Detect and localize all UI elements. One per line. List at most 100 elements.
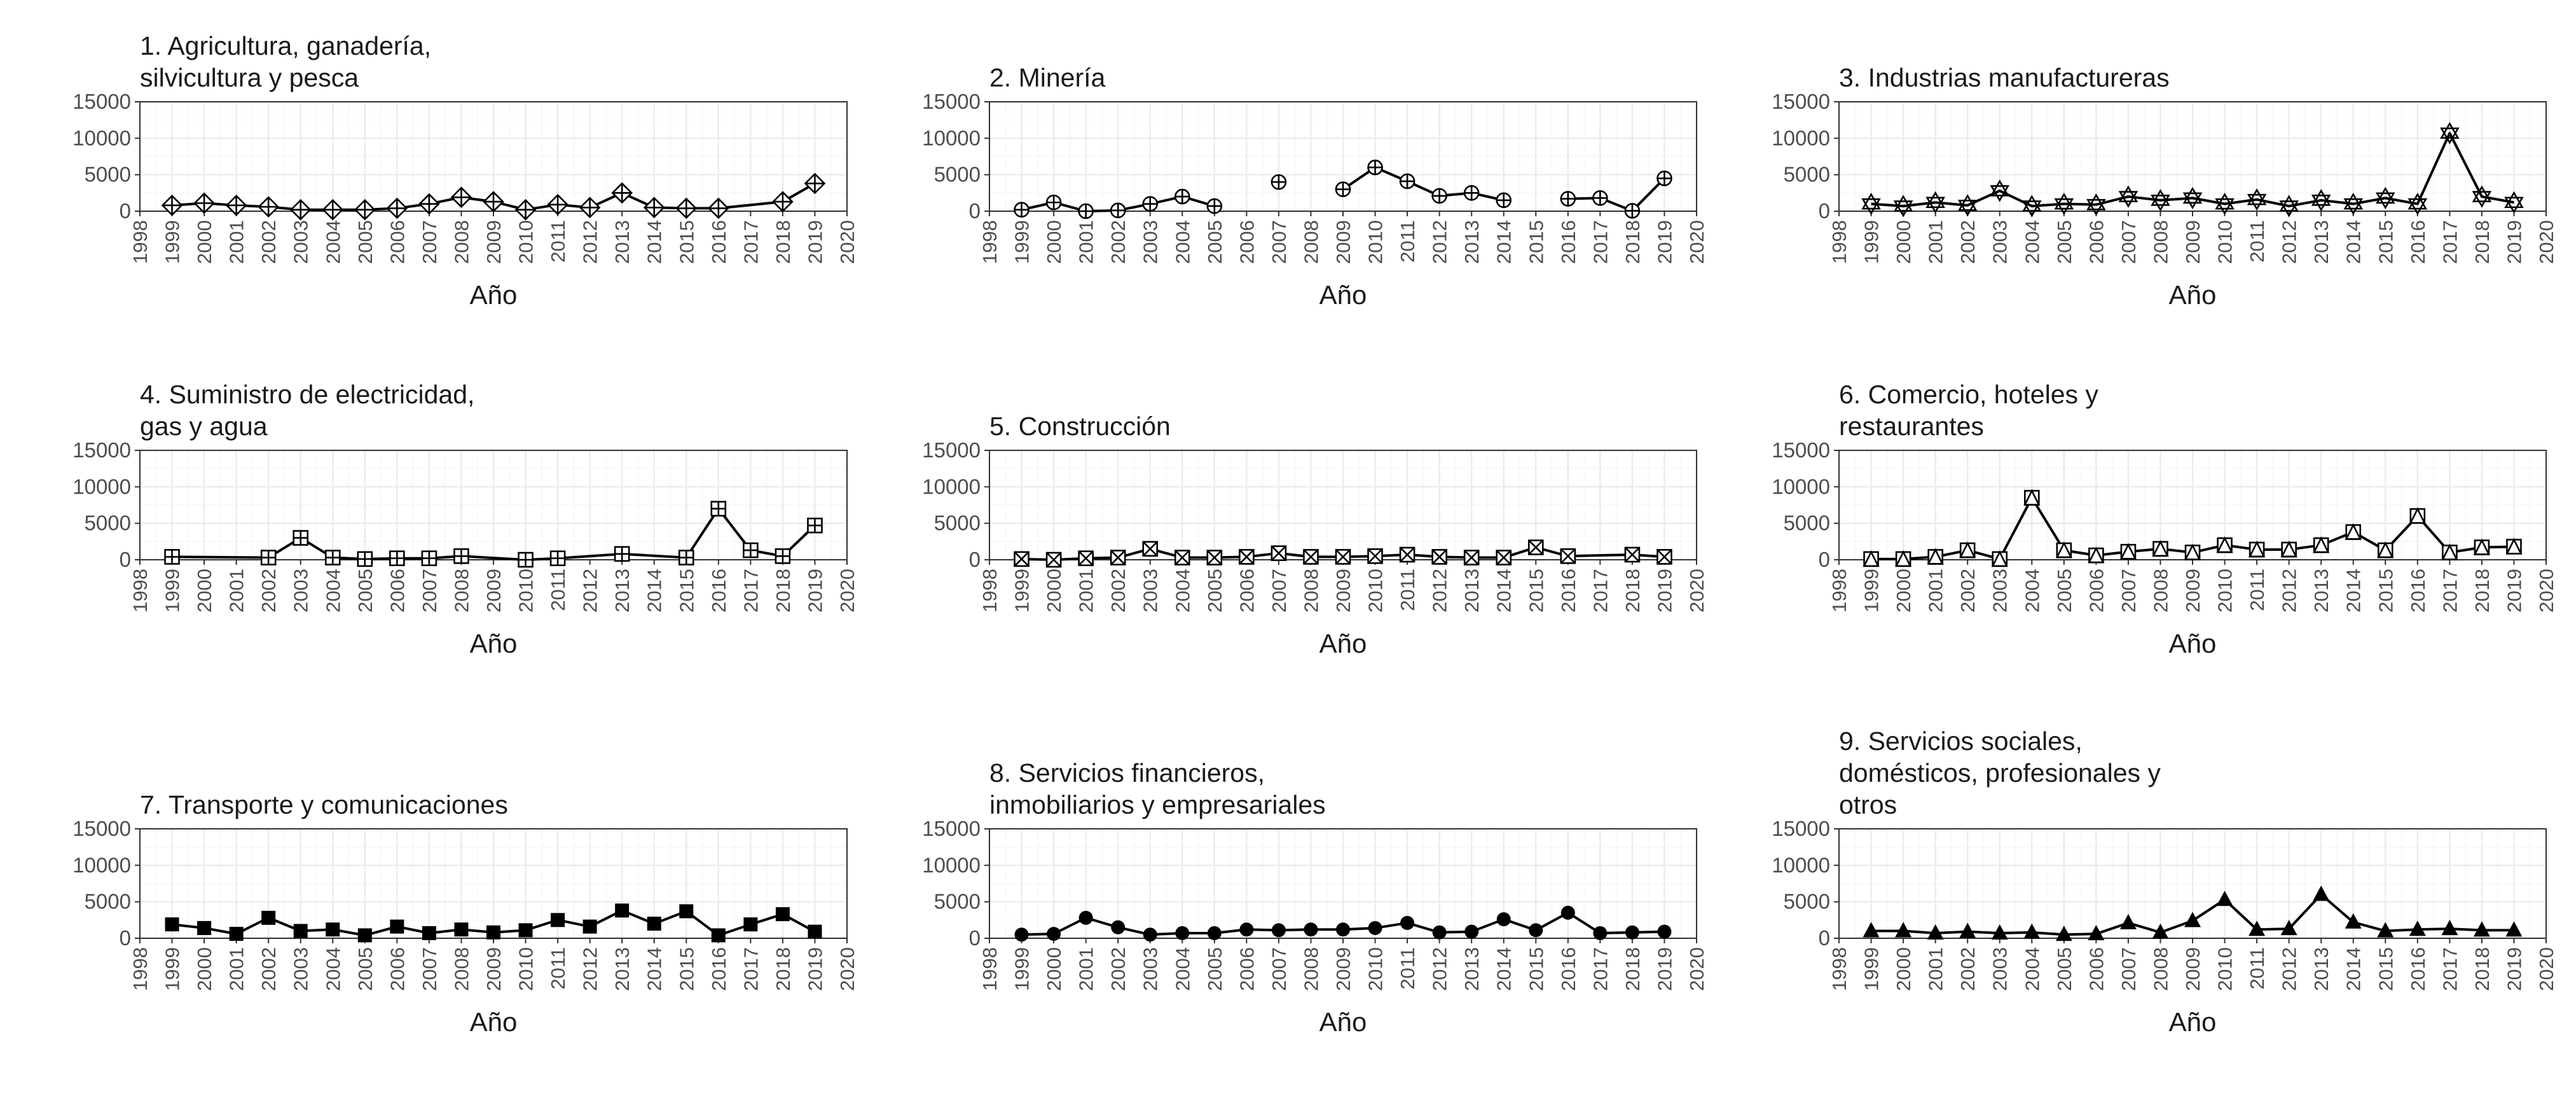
data-point	[1142, 541, 1159, 557]
x-tick-label: 2001	[226, 220, 248, 264]
y-tick-label: 15000	[922, 817, 981, 840]
data-point	[1110, 550, 1126, 565]
x-tick-label: 2007	[418, 220, 441, 264]
x-tick-label: 1998	[979, 947, 1001, 991]
x-tick-label: 2002	[1107, 947, 1129, 991]
data-point	[1078, 203, 1094, 219]
x-tick-label: 2014	[2343, 947, 2365, 991]
data-point	[643, 197, 665, 219]
x-tick-label: 2020	[1686, 220, 1708, 264]
x-tick-label: 2000	[1892, 220, 1915, 264]
data-point	[229, 927, 244, 941]
data-point	[193, 192, 215, 214]
x-tick-label: 2019	[1653, 220, 1676, 264]
data-point	[261, 910, 276, 925]
x-tick-label: 2011	[1396, 220, 1419, 263]
x-tick-label: 2007	[1268, 947, 1290, 991]
data-point	[1335, 181, 1351, 197]
x-tick-label: 2017	[740, 569, 762, 613]
chart-panel-7: 7. Transporte y comunicaciones 0 5000 10000…	[0, 727, 858, 1083]
chart-panel-5: 5. Construcción 0 5000 10000 15000 1998 1999 20…	[850, 349, 1708, 705]
panel-title: silvicultura y pesca	[140, 63, 359, 92]
data-point	[1863, 922, 1880, 938]
x-tick-label: 2010	[2214, 569, 2236, 613]
data-point	[1206, 550, 1223, 565]
data-point	[324, 550, 341, 565]
data-point	[678, 550, 694, 565]
x-tick-label: 2009	[1332, 569, 1354, 613]
data-point	[322, 198, 344, 221]
data-point	[2216, 891, 2233, 906]
panel-title: inmobiliarios y empresariales	[989, 790, 1326, 819]
x-tick-label: 2000	[1892, 947, 1915, 991]
data-point	[2151, 189, 2170, 212]
data-point	[743, 542, 759, 558]
chart-svg-6: 6. Comercio, hoteles y restaurantes 0 5000 1…	[1772, 380, 2558, 658]
data-point	[582, 919, 597, 934]
x-tick-label: 1998	[129, 220, 151, 264]
data-point	[518, 923, 533, 938]
x-tick-label: 2012	[1429, 947, 1451, 991]
x-tick-label: 2012	[579, 569, 602, 613]
x-tick-label: 1999	[162, 569, 184, 613]
data-point	[518, 552, 534, 568]
x-tick-label: 1998	[1828, 220, 1850, 264]
x-tick-label: 2009	[1332, 947, 1354, 991]
x-tick-label: 2003	[1140, 569, 1162, 613]
x-tick-label: 2005	[354, 947, 376, 991]
x-tick-label: 2009	[2182, 569, 2204, 613]
data-point	[1863, 550, 1880, 567]
data-point	[2473, 921, 2490, 937]
data-point	[2152, 923, 2169, 939]
x-tick-label: 1998	[1828, 569, 1850, 613]
panel-title: 3. Industrias manufactureras	[1839, 63, 2170, 92]
y-tick-label: 5000	[934, 890, 981, 913]
x-tick-label: 2014	[644, 220, 666, 264]
x-tick-label: 2020	[2535, 569, 2558, 613]
x-tick-label: 2001	[226, 947, 248, 991]
chart-panel-3: 3. Industrias manufactureras 0 5000 10000 15…	[1699, 0, 2558, 356]
data-point	[1399, 173, 1415, 190]
data-point	[2407, 192, 2428, 216]
x-tick-label: 2007	[2118, 947, 2140, 991]
x-tick-label: 1998	[129, 947, 151, 991]
data-point	[2055, 541, 2072, 558]
x-tick-label: 1998	[979, 569, 1001, 613]
data-point	[1959, 541, 1976, 558]
data-point	[2182, 186, 2203, 209]
x-tick-label: 2007	[1268, 569, 1290, 613]
data-point	[2409, 920, 2426, 936]
data-point	[1463, 185, 1480, 201]
data-point	[293, 530, 309, 546]
x-tick-label: 2002	[258, 569, 280, 613]
x-tick-label: 2020	[836, 220, 858, 264]
data-point	[293, 924, 308, 938]
series-line	[172, 507, 816, 561]
x-tick-label: 2011	[2246, 220, 2268, 263]
x-tick-label: 2009	[1332, 220, 1354, 264]
data-point	[1894, 550, 1912, 567]
data-point	[1239, 549, 1255, 565]
data-point	[1496, 550, 1512, 565]
x-tick-label: 2017	[2439, 947, 2461, 991]
x-tick-label: 2007	[418, 947, 441, 991]
x-tick-label: 2002	[1107, 220, 1129, 264]
x-tick-label: 2016	[2407, 569, 2429, 613]
x-axis-title: Año	[2169, 628, 2217, 658]
y-tick-label: 5000	[85, 163, 131, 186]
chart-svg-2: 2. Minería 0 5000 10000 15000 1998 1999 2000 200…	[922, 63, 1708, 310]
x-tick-label: 2006	[1236, 220, 1258, 264]
x-tick-label: 2003	[290, 220, 312, 264]
x-tick-label: 2016	[1557, 220, 1580, 264]
data-point	[743, 917, 758, 932]
data-point	[1206, 198, 1223, 214]
series-line	[1871, 132, 2514, 207]
data-point	[1368, 920, 1382, 935]
x-tick-label: 2005	[1204, 220, 1226, 264]
y-tick-label: 10000	[922, 475, 981, 498]
x-tick-label: 2016	[708, 569, 730, 613]
x-tick-label: 2017	[1589, 220, 1611, 264]
data-point	[2247, 188, 2267, 211]
x-tick-label: 2020	[836, 569, 858, 613]
x-tick-label: 2012	[1429, 220, 1451, 264]
